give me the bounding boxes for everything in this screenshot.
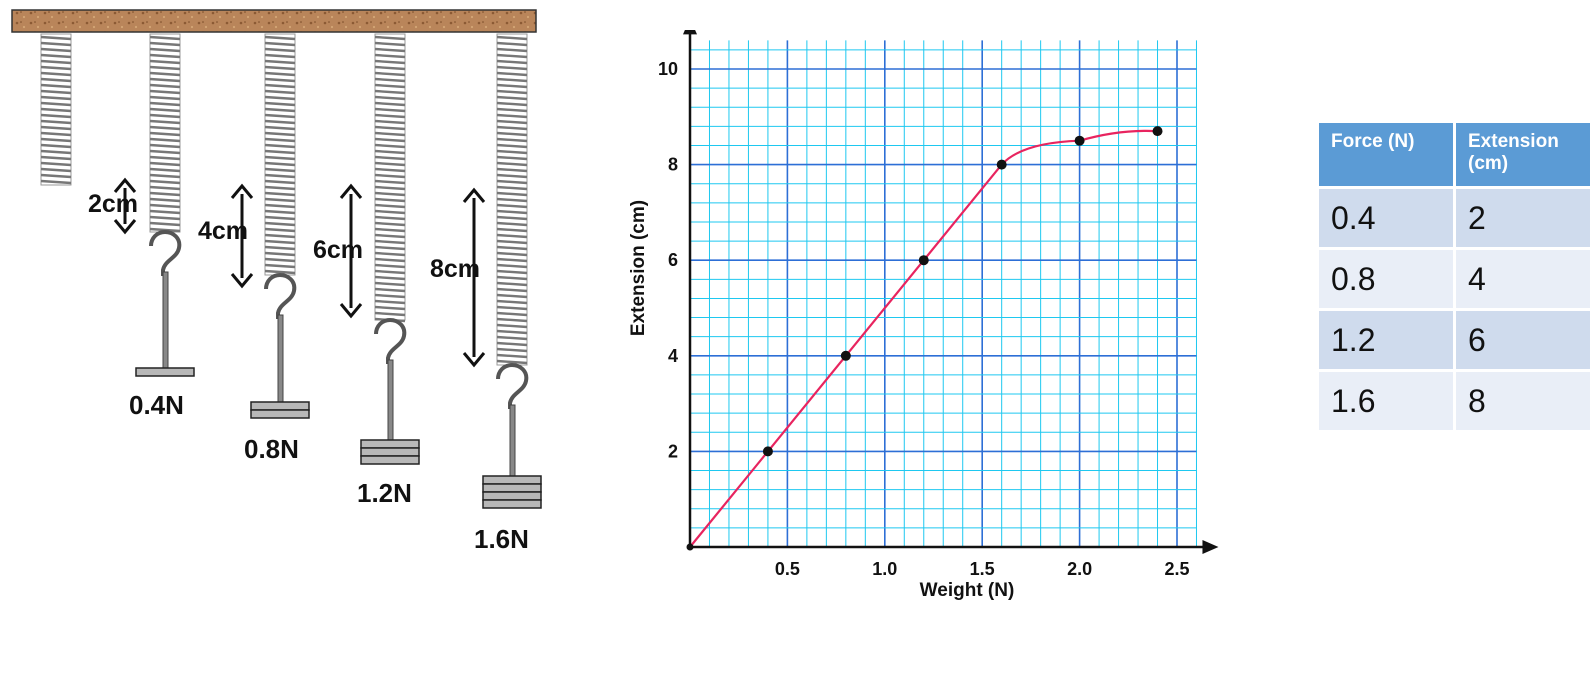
- extension-arrow-1: [113, 177, 137, 235]
- data-point: [686, 543, 694, 551]
- x-axis-arrowhead: [1202, 540, 1219, 554]
- spring-0: [40, 33, 72, 186]
- spring-4: [482, 33, 542, 509]
- tick-labels: 0.5 1.0 1.5 2.0 2.5 2 4 6 8 10: [658, 59, 1190, 579]
- chart-svg: 0.5 1.0 1.5 2.0 2.5 2 4 6 8 10 Weight (N) Extensi…: [628, 18, 1219, 601]
- table-cell-extension: 8: [1456, 372, 1590, 430]
- table-cell-extension: 2: [1456, 189, 1590, 247]
- weight-label-4: 1.6N: [474, 524, 529, 554]
- extension-arrow-3: [339, 183, 363, 319]
- x-tick-label: 2.0: [1067, 559, 1092, 579]
- extension-label-2: 4cm: [198, 217, 249, 245]
- table-cell-force: 1.6: [1319, 372, 1453, 430]
- spring-1: [135, 33, 195, 377]
- table-header-extension: Extension (cm): [1456, 123, 1590, 186]
- ceiling-beam: [11, 9, 537, 33]
- extension-graph: 0.5 1.0 1.5 2.0 2.5 2 4 6 8 10 Weight (N) Extensi…: [620, 18, 1220, 630]
- extension-label-1: 2cm: [88, 190, 139, 218]
- extension-label-3: 6cm: [313, 236, 364, 264]
- data-series: [686, 126, 1163, 551]
- weight-label-3: 1.2N: [357, 478, 412, 508]
- extension-arrow-4: [462, 187, 486, 368]
- table-cell-force: 0.4: [1319, 189, 1453, 247]
- spring-3: [360, 33, 420, 465]
- x-tick-label: 2.5: [1164, 559, 1189, 579]
- table-header-force: Force (N): [1319, 123, 1453, 186]
- table-cell-extension: 6: [1456, 311, 1590, 369]
- data-point: [1152, 126, 1163, 137]
- extension-label-4: 8cm: [430, 255, 481, 283]
- table-cell-force: 1.2: [1319, 311, 1453, 369]
- x-tick-label: 1.0: [872, 559, 897, 579]
- y-tick-label: 2: [668, 441, 678, 461]
- data-point: [1074, 135, 1085, 146]
- weight-label-1: 0.4N: [129, 390, 184, 420]
- y-tick-label: 10: [658, 59, 678, 79]
- x-axis-label: Weight (N): [920, 580, 1015, 601]
- table-cell-force: 0.8: [1319, 250, 1453, 308]
- grid: [690, 40, 1197, 547]
- x-tick-label: 0.5: [775, 559, 800, 579]
- data-point: [762, 446, 773, 457]
- table-row: 1.2 6: [1319, 311, 1590, 369]
- x-tick-label: 1.5: [970, 559, 995, 579]
- y-axis-label: Extension (cm): [628, 200, 649, 336]
- data-point: [918, 255, 929, 266]
- table-header-row: Force (N) Extension (cm): [1319, 123, 1590, 186]
- axes: [683, 18, 1219, 554]
- springs-drawing: [11, 9, 542, 509]
- weight-label-2: 0.8N: [244, 434, 299, 464]
- springs-illustration: 2cm 4cm 6cm 8cm 0.4N 0.8N 1.2N 1.6N: [0, 0, 560, 668]
- y-axis-arrowhead: [683, 18, 697, 35]
- force-extension-table: Force (N) Extension (cm) 0.4 2 0.8 4 1.2…: [1316, 120, 1593, 433]
- y-tick-label: 8: [668, 155, 678, 175]
- y-tick-label: 6: [668, 250, 678, 270]
- table-cell-extension: 4: [1456, 250, 1590, 308]
- spring-2: [250, 33, 310, 419]
- table-row: 1.6 8: [1319, 372, 1590, 430]
- data-point: [840, 350, 851, 361]
- extension-arrow-2: [230, 183, 254, 289]
- table-row: 0.4 2: [1319, 189, 1590, 247]
- y-tick-label: 4: [668, 346, 678, 366]
- data-point: [996, 159, 1007, 170]
- table-row: 0.8 4: [1319, 250, 1590, 308]
